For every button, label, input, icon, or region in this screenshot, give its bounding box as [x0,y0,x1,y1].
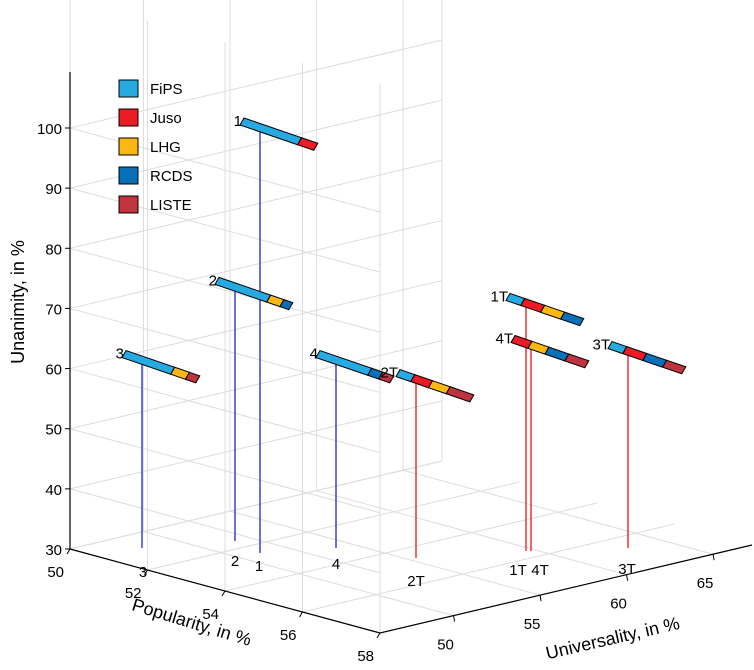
bar-segment [296,137,319,151]
legend-swatch [118,108,139,127]
grid-line [224,502,598,592]
x-tick-label: 54 [202,606,219,623]
grid-line [143,531,454,617]
floor-label: 3 [139,564,147,581]
legend-swatch [118,166,139,185]
legend-label: LHG [150,139,181,156]
x-tick-mark [221,590,226,597]
bar-segment [121,349,176,375]
y-tick-mark [626,574,629,581]
bar-segment [445,386,475,403]
y-tick-mark [539,595,542,602]
bar-segment [377,371,395,384]
floor-label: 4T [531,562,549,579]
grid-line [147,481,520,571]
y-tick-label: 65 [697,575,714,592]
z-tick-label: 30 [45,542,62,559]
legend-label: LISTE [150,197,192,214]
y-tick-label: 55 [524,616,541,633]
grid-line [69,400,443,490]
z-tick-label: 50 [45,422,62,439]
grid-line [402,469,714,555]
z-tick-label: 90 [45,181,62,198]
tick-labels: 30 40 50 60 70 80 90 100 50 52 54 56 58 50 55 60 65 [37,121,715,665]
x-tick-label: 56 [280,627,297,644]
legend-swatch [118,137,139,156]
legend-swatch [118,79,139,98]
legend-label: Juso [150,110,182,127]
data-markers: 1 2 3 4 2T 1T 4T 3T [116,113,687,403]
legend-swatch [118,195,139,214]
x-tick-mark [376,632,381,639]
bar-segment [641,352,668,368]
grid-line [316,490,627,576]
x-tick-label: 52 [125,585,142,602]
z-tick-label: 60 [45,362,62,379]
z-tick-label: 70 [45,301,62,318]
legend-label: RCDS [150,168,193,185]
floor-label: 2T [407,573,425,590]
floor-label: 1T [509,562,527,579]
y-tick-mark [712,554,715,561]
z-tick-label: 100 [37,121,62,138]
x-tick-mark [144,569,148,576]
z-tick-label: 80 [45,241,62,258]
floor-label: 2 [231,553,239,570]
bar-segment [520,297,546,313]
point-label: 3T [592,337,610,354]
y-axis-line [379,544,753,634]
floor-label: 1 [255,558,263,575]
x-tick-mark [299,611,303,618]
bar-segment [539,304,566,320]
z-tick-label: 40 [45,482,62,499]
bar-segment [559,311,585,327]
bar-segment [564,353,590,369]
bar-segment [544,346,570,362]
bar-segment [184,371,201,384]
x-tick-mark [66,548,71,555]
x-tick-label: 50 [47,564,64,581]
point-label: 2T [380,365,398,382]
bar-segment [622,345,648,362]
point-label: 3 [116,346,124,363]
y-axis-label: Universality, in % [544,613,682,663]
grid-line [229,510,541,596]
bar-segment [315,349,373,376]
grid-line [69,460,443,550]
y-tick-label: 50 [437,637,454,654]
x-tick-label: 58 [357,648,374,665]
bar-segment [279,299,294,311]
floor-label: 3T [618,561,636,578]
point-label: 2 [209,272,217,289]
point-label: 1T [490,288,508,305]
z-axis-label: Unanimity, in % [8,240,28,364]
point-label: 4 [310,346,318,363]
legend: FiPS Juso LHG RCDS LISTE [118,79,193,214]
y-tick-label: 60 [610,596,627,613]
bar-segment [661,359,687,375]
grid-line [302,523,675,613]
floor-label: 4 [332,556,340,573]
y-tick-mark [453,615,456,622]
x-axis-label: Popularity, in % [130,595,254,650]
legend-label: FiPS [150,81,183,98]
point-label: 1 [234,113,242,130]
point-label: 4T [495,331,513,348]
